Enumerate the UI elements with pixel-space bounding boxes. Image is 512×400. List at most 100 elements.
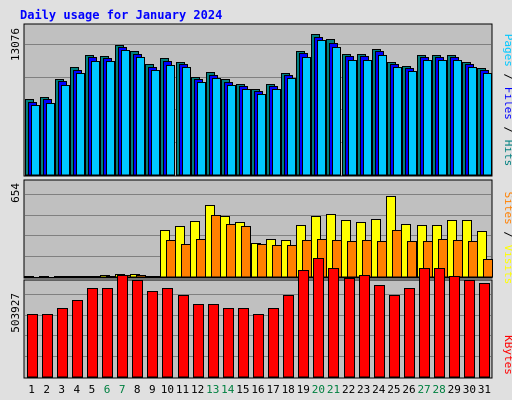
bar-kbytes-day-24 [374, 285, 385, 378]
bar-kbytes-day-31 [479, 283, 490, 378]
x-tick-label: 26 [402, 383, 415, 396]
x-tick-label: 25 [387, 383, 400, 396]
bar-pages-day-5 [91, 61, 100, 176]
bar-sites-day-16 [257, 244, 267, 278]
bar-pages-day-16 [257, 94, 266, 176]
bar-sites-day-26 [407, 241, 417, 278]
x-tick-label: 30 [463, 383, 476, 396]
bar-pages-day-1 [31, 105, 40, 176]
bar-kbytes-day-25 [389, 295, 400, 378]
legend-kbytes: KBytes [502, 335, 512, 375]
bar-pages-day-4 [76, 73, 85, 176]
top-series-legend: Pages / Files / Hits [502, 34, 512, 167]
x-tick-label: 15 [236, 383, 249, 396]
middle-series-legend: Sites / Visits [502, 192, 512, 285]
bar-pages-day-2 [46, 103, 55, 176]
bar-kbytes-day-20 [313, 258, 324, 378]
x-tick-label: 13 [206, 383, 219, 396]
bar-sites-day-13 [211, 215, 221, 278]
bar-sites-day-2 [45, 277, 55, 279]
bar-kbytes-day-1 [27, 314, 38, 378]
bar-kbytes-day-6 [102, 288, 113, 378]
bar-kbytes-day-5 [87, 288, 98, 378]
bar-kbytes-day-26 [404, 288, 415, 378]
legend-separator: / [502, 67, 512, 87]
bar-kbytes-day-23 [359, 275, 370, 378]
bar-kbytes-day-10 [162, 288, 173, 378]
x-tick-label: 14 [221, 383, 235, 396]
bar-pages-day-27 [423, 60, 432, 176]
bar-pages-day-14 [227, 85, 236, 176]
bar-sites-day-9 [151, 276, 161, 278]
bar-pages-day-7 [121, 50, 130, 176]
bar-kbytes-day-29 [449, 276, 460, 378]
x-tick-label: 28 [433, 383, 446, 396]
bar-pages-day-12 [197, 82, 206, 176]
bar-kbytes-day-4 [72, 300, 83, 378]
legend-files: Files [502, 87, 512, 120]
bar-kbytes-day-17 [268, 308, 279, 378]
bar-pages-day-15 [242, 89, 251, 176]
bar-pages-day-10 [166, 65, 175, 176]
bar-pages-day-8 [136, 57, 145, 176]
bar-sites-day-5 [90, 276, 100, 278]
x-tick-label: 12 [191, 383, 204, 396]
middle-panel: 654 Sites / Visits [9, 179, 512, 285]
bar-kbytes-day-11 [178, 295, 189, 378]
bar-visits-day-2 [39, 276, 49, 278]
x-tick-label: 24 [372, 383, 386, 396]
x-tick-label: 9 [149, 383, 156, 396]
bar-kbytes-day-8 [132, 280, 143, 378]
bar-sites-day-23 [362, 240, 372, 278]
x-tick-label: 19 [297, 383, 310, 396]
bar-kbytes-day-18 [283, 295, 294, 378]
bar-kbytes-day-14 [223, 308, 234, 378]
bottom-ymax-label: 503927 [9, 293, 22, 333]
bar-kbytes-day-7 [117, 275, 128, 378]
bar-sites-day-15 [241, 226, 251, 278]
bar-kbytes-day-15 [238, 308, 249, 378]
bar-pages-day-17 [272, 89, 281, 176]
bar-pages-day-11 [182, 67, 191, 176]
bar-sites-day-24 [377, 241, 387, 278]
x-tick-label: 7 [119, 383, 126, 396]
x-tick-label: 3 [58, 383, 65, 396]
x-tick-label: 18 [282, 383, 295, 396]
legend-visits: Visits [502, 245, 512, 285]
x-tick-label: 1 [28, 383, 35, 396]
bar-sites-day-30 [468, 241, 478, 278]
bar-sites-day-11 [181, 244, 191, 278]
legend-pages: Pages [502, 34, 512, 67]
legend-sites: Sites [502, 192, 512, 225]
bar-pages-day-26 [408, 71, 417, 176]
x-tick-label: 27 [417, 383, 430, 396]
middle-ymax-label: 654 [9, 183, 22, 203]
x-tick-label: 17 [266, 383, 279, 396]
bar-pages-day-25 [393, 67, 402, 176]
bar-kbytes-day-30 [464, 280, 475, 378]
bar-kbytes-day-22 [344, 278, 355, 378]
bar-sites-day-31 [483, 259, 493, 278]
bar-kbytes-day-2 [42, 314, 53, 378]
bar-sites-day-6 [106, 276, 116, 278]
bar-kbytes-day-16 [253, 314, 264, 378]
legend-separator: / [502, 120, 512, 140]
bar-visits-day-1 [24, 276, 34, 278]
bottom-series-legend: KBytes [502, 335, 512, 375]
bar-pages-day-30 [468, 67, 477, 176]
chart-title: Daily usage for January 2024 [20, 8, 222, 22]
bar-sites-day-3 [60, 276, 70, 278]
top-ymax-label: 13076 [9, 28, 22, 61]
bar-pages-day-24 [378, 55, 387, 176]
bar-kbytes-day-21 [328, 268, 339, 378]
bar-kbytes-day-13 [208, 304, 219, 378]
bar-sites-day-17 [272, 245, 282, 278]
x-tick-label: 20 [312, 383, 325, 396]
bar-pages-day-21 [332, 47, 341, 176]
x-tick-label: 22 [342, 383, 355, 396]
bar-pages-day-23 [363, 60, 372, 176]
bar-pages-day-18 [287, 78, 296, 176]
bar-kbytes-day-19 [298, 270, 309, 378]
x-tick-label: 10 [161, 383, 174, 396]
